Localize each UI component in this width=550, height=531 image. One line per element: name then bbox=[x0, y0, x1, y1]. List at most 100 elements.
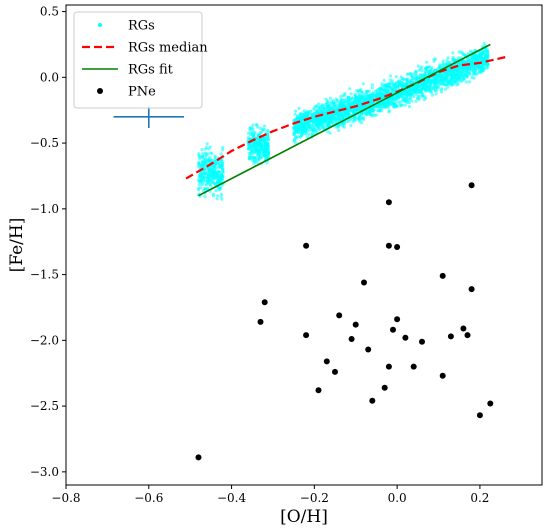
x-tick-label: 0.2 bbox=[470, 491, 489, 505]
rgs-point bbox=[221, 145, 225, 150]
rgs-point bbox=[200, 163, 204, 167]
legend-label: RGs median bbox=[128, 41, 208, 56]
chart-lines bbox=[185, 43, 510, 197]
rgs-point bbox=[377, 91, 381, 96]
rgs-fit-line bbox=[198, 43, 491, 197]
rgs-point bbox=[337, 128, 341, 133]
rgs-point bbox=[414, 84, 418, 88]
rgs-point bbox=[197, 165, 201, 169]
rgs-point bbox=[372, 108, 376, 112]
rgs-point bbox=[317, 127, 322, 131]
rgs-point bbox=[208, 168, 212, 172]
pne-point bbox=[410, 363, 417, 370]
legend: RGs RGs median RGs fit PNe bbox=[73, 11, 208, 109]
rgs-point bbox=[301, 127, 305, 131]
rgs-point bbox=[412, 94, 416, 99]
rgs-point bbox=[201, 160, 205, 164]
rgs-point bbox=[425, 67, 429, 71]
rgs-point bbox=[262, 136, 266, 140]
rgs-point bbox=[206, 186, 210, 190]
legend-rgs: RGs bbox=[98, 19, 155, 34]
rgs-point bbox=[198, 156, 202, 160]
rgs-point bbox=[382, 88, 386, 92]
rgs-point bbox=[208, 151, 212, 155]
rgs-point bbox=[380, 82, 384, 86]
rgs-point bbox=[326, 99, 330, 103]
pne-point bbox=[394, 244, 401, 250]
rgs-point bbox=[432, 57, 436, 61]
rgs-point bbox=[395, 96, 399, 100]
rgs-point bbox=[329, 119, 333, 123]
rgs-point bbox=[257, 153, 261, 157]
rgs-point bbox=[358, 115, 362, 119]
rgs-point bbox=[336, 103, 340, 107]
rgs-point bbox=[460, 51, 464, 56]
rgs-point bbox=[299, 113, 303, 117]
rgs-point bbox=[377, 104, 381, 108]
rgs-point bbox=[361, 82, 365, 86]
rgs-point bbox=[440, 87, 444, 91]
rgs-point bbox=[477, 51, 481, 55]
rgs-point bbox=[353, 93, 357, 97]
rgs-point bbox=[398, 101, 402, 105]
rgs-point bbox=[336, 125, 340, 129]
rgs-point bbox=[300, 132, 304, 136]
rgs-point bbox=[394, 100, 398, 104]
rgs-point bbox=[204, 152, 208, 156]
rgs-point bbox=[256, 148, 260, 152]
pne-point bbox=[195, 454, 202, 461]
rgs-point bbox=[311, 121, 315, 125]
y-axis-label: [Fe/H] bbox=[7, 218, 27, 273]
rgs-point bbox=[364, 89, 368, 93]
legend-label: PNe bbox=[128, 85, 156, 100]
rgs-point bbox=[349, 109, 354, 113]
rgs-point bbox=[413, 89, 417, 93]
rgs-point bbox=[312, 107, 316, 111]
rgs-point bbox=[417, 94, 422, 98]
pne-point bbox=[487, 400, 494, 407]
rgs-point bbox=[349, 124, 353, 128]
rgs-point bbox=[452, 81, 456, 85]
rgs-point bbox=[341, 114, 345, 118]
rgs-point bbox=[469, 55, 473, 59]
rgs-point bbox=[484, 51, 488, 55]
rgs-point bbox=[334, 110, 339, 114]
rgs-point bbox=[197, 182, 201, 186]
rgs-point bbox=[382, 105, 386, 109]
rgs-median-line bbox=[185, 55, 510, 180]
rgs-point bbox=[311, 125, 315, 129]
rgs-point bbox=[482, 41, 486, 46]
rgs-point bbox=[467, 80, 472, 84]
rgs-point bbox=[297, 123, 301, 128]
rgs-point bbox=[382, 78, 386, 82]
rgs-point bbox=[318, 105, 322, 109]
rgs-point bbox=[414, 69, 418, 74]
rgs-point bbox=[215, 194, 220, 198]
pne-point bbox=[447, 333, 454, 340]
rgs-point bbox=[469, 58, 474, 62]
rgs-point bbox=[385, 82, 389, 86]
rgs-point bbox=[355, 89, 359, 93]
rgs-point bbox=[451, 57, 455, 61]
rgs-point bbox=[322, 123, 326, 127]
rgs-point bbox=[264, 151, 268, 155]
rgs-point bbox=[396, 93, 400, 97]
rgs-point bbox=[436, 86, 440, 90]
rgs-point bbox=[398, 83, 402, 87]
legend-label: RGs bbox=[128, 19, 155, 34]
rgs-point bbox=[408, 80, 412, 84]
rgs-point bbox=[247, 154, 251, 158]
rgs-point bbox=[418, 66, 423, 71]
rgs-point bbox=[292, 139, 296, 143]
rgs-point bbox=[296, 127, 301, 131]
legend-rgs-median: RGs median bbox=[82, 41, 208, 56]
rgs-point bbox=[445, 59, 449, 63]
error-bar bbox=[113, 105, 184, 128]
rgs-point bbox=[364, 112, 368, 117]
rgs-point bbox=[265, 161, 269, 165]
rgs-point bbox=[364, 95, 368, 99]
rgs-point bbox=[204, 147, 208, 151]
rgs-point bbox=[307, 133, 311, 137]
rgs-point bbox=[416, 64, 420, 68]
rgs-point bbox=[417, 97, 421, 101]
